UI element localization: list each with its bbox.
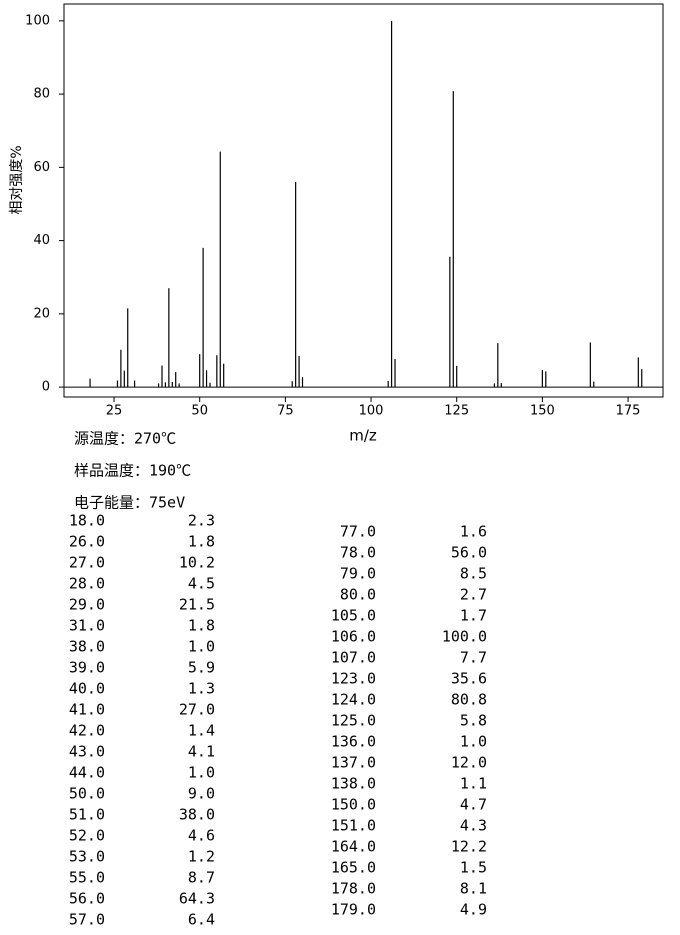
- intensity-cell: 4.7: [460, 796, 487, 814]
- intensity-cell: 8.5: [460, 565, 487, 583]
- intensity-cell: 9.0: [188, 785, 215, 803]
- intensity-cell: 7.7: [460, 649, 487, 667]
- intensity-cell: 2.7: [460, 586, 487, 604]
- intensity-cell: 12.2: [451, 838, 487, 856]
- mz-cell: 43.0: [69, 743, 105, 761]
- mz-cell: 107.0: [331, 649, 376, 667]
- intensity-cell: 1.1: [460, 775, 487, 793]
- y-tick-label: 20: [33, 306, 50, 321]
- mz-cell: 138.0: [331, 775, 376, 793]
- mz-cell: 53.0: [69, 848, 105, 866]
- mz-cell: 137.0: [331, 754, 376, 772]
- mz-cell: 78.0: [340, 544, 376, 562]
- condition: 源温度：270℃: [74, 430, 176, 448]
- intensity-cell: 5.9: [188, 659, 215, 677]
- mz-cell: 151.0: [331, 817, 376, 835]
- y-tick-label: 60: [33, 160, 50, 175]
- intensity-cell: 56.0: [451, 544, 487, 562]
- mz-cell: 136.0: [331, 733, 376, 751]
- mz-cell: 26.0: [69, 533, 105, 551]
- intensity-cell: 12.0: [451, 754, 487, 772]
- intensity-cell: 38.0: [179, 806, 215, 824]
- intensity-cell: 100.0: [442, 628, 487, 646]
- mz-cell: 77.0: [340, 523, 376, 541]
- mz-cell: 79.0: [340, 565, 376, 583]
- intensity-cell: 1.0: [460, 733, 487, 751]
- condition: 电子能量：75eV: [74, 494, 185, 512]
- mz-cell: 179.0: [331, 901, 376, 919]
- mz-cell: 42.0: [69, 722, 105, 740]
- y-tick-label: 0: [42, 380, 50, 395]
- y-tick-label: 40: [33, 233, 50, 248]
- mz-cell: 38.0: [69, 638, 105, 656]
- mz-cell: 105.0: [331, 607, 376, 625]
- intensity-cell: 4.3: [460, 817, 487, 835]
- intensity-cell: 1.3: [188, 680, 215, 698]
- intensity-cell: 64.3: [179, 890, 215, 908]
- x-axis-label: m/z: [349, 427, 377, 445]
- mz-cell: 44.0: [69, 764, 105, 782]
- intensity-cell: 8.1: [460, 880, 487, 898]
- intensity-cell: 6.4: [188, 911, 215, 929]
- mz-cell: 178.0: [331, 880, 376, 898]
- x-tick-label: 50: [191, 404, 208, 419]
- intensity-cell: 4.9: [460, 901, 487, 919]
- mz-cell: 55.0: [69, 869, 105, 887]
- intensity-cell: 4.1: [188, 743, 215, 761]
- mz-cell: 51.0: [69, 806, 105, 824]
- intensity-cell: 5.8: [460, 712, 487, 730]
- mz-cell: 18.0: [69, 512, 105, 530]
- x-tick-label: 75: [277, 404, 294, 419]
- intensity-cell: 1.4: [188, 722, 215, 740]
- x-tick-label: 100: [359, 404, 384, 419]
- y-tick-label: 100: [25, 13, 50, 28]
- intensity-cell: 4.6: [188, 827, 215, 845]
- intensity-cell: 21.5: [179, 596, 215, 614]
- intensity-cell: 27.0: [179, 701, 215, 719]
- mz-cell: 106.0: [331, 628, 376, 646]
- y-tick-label: 80: [33, 87, 50, 102]
- mz-cell: 31.0: [69, 617, 105, 635]
- mz-cell: 165.0: [331, 859, 376, 877]
- intensity-cell: 1.8: [188, 533, 215, 551]
- intensity-cell: 8.7: [188, 869, 215, 887]
- mz-cell: 52.0: [69, 827, 105, 845]
- plot-frame: [63, 3, 664, 398]
- intensity-cell: 10.2: [179, 554, 215, 572]
- intensity-cell: 1.7: [460, 607, 487, 625]
- mz-cell: 125.0: [331, 712, 376, 730]
- mz-cell: 150.0: [331, 796, 376, 814]
- y-axis-label: 相对强度%: [9, 145, 25, 214]
- mz-cell: 27.0: [69, 554, 105, 572]
- intensity-cell: 4.5: [188, 575, 215, 593]
- x-tick-label: 125: [444, 404, 469, 419]
- condition: 样品温度：190℃: [74, 462, 191, 480]
- mz-cell: 50.0: [69, 785, 105, 803]
- intensity-cell: 1.2: [188, 848, 215, 866]
- x-tick-label: 150: [530, 404, 555, 419]
- intensity-cell: 1.6: [460, 523, 487, 541]
- mz-cell: 29.0: [69, 596, 105, 614]
- mz-cell: 80.0: [340, 586, 376, 604]
- intensity-cell: 80.8: [451, 691, 487, 709]
- mz-cell: 41.0: [69, 701, 105, 719]
- mz-cell: 164.0: [331, 838, 376, 856]
- intensity-cell: 1.0: [188, 764, 215, 782]
- intensity-cell: 1.5: [460, 859, 487, 877]
- mz-cell: 123.0: [331, 670, 376, 688]
- mz-cell: 40.0: [69, 680, 105, 698]
- intensity-cell: 1.0: [188, 638, 215, 656]
- intensity-cell: 35.6: [451, 670, 487, 688]
- x-tick-label: 25: [106, 404, 123, 419]
- mz-cell: 39.0: [69, 659, 105, 677]
- intensity-cell: 2.3: [188, 512, 215, 530]
- x-tick-label: 175: [616, 404, 641, 419]
- mz-cell: 56.0: [69, 890, 105, 908]
- mz-cell: 124.0: [331, 691, 376, 709]
- intensity-cell: 1.8: [188, 617, 215, 635]
- mz-cell: 57.0: [69, 911, 105, 929]
- mz-cell: 28.0: [69, 575, 105, 593]
